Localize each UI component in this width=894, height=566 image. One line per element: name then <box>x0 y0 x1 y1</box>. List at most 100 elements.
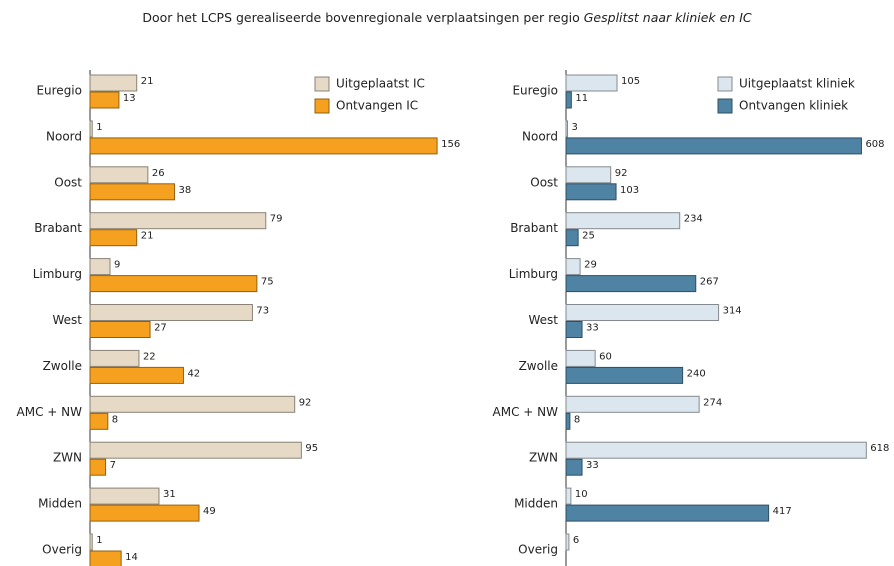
bar <box>89 275 258 293</box>
data-label: 95 <box>305 443 318 454</box>
data-label: 608 <box>865 139 884 150</box>
bar <box>89 395 296 413</box>
data-label: 274 <box>703 397 722 408</box>
category-label: Midden <box>514 497 558 511</box>
data-label: 10 <box>575 489 588 500</box>
legend-label: Uitgeplaatst kliniek <box>739 77 855 91</box>
category-label: Oost <box>54 175 82 189</box>
bar <box>89 137 438 155</box>
bar <box>89 349 140 367</box>
data-label: 33 <box>586 460 599 471</box>
data-label: 31 <box>163 489 176 500</box>
bar <box>565 458 583 476</box>
data-label: 1 <box>96 122 102 133</box>
bar <box>89 183 176 201</box>
bar <box>565 321 583 338</box>
data-label: 92 <box>299 397 312 408</box>
bar <box>565 91 572 109</box>
data-label: 6 <box>573 535 579 546</box>
legend-label: Ontvangen IC <box>336 99 418 113</box>
category-label: AMC + NW <box>17 405 83 419</box>
data-label: 42 <box>187 368 200 379</box>
data-label: 25 <box>582 231 595 242</box>
data-label: 103 <box>620 185 639 196</box>
bar <box>565 412 571 430</box>
data-label: 240 <box>687 368 706 379</box>
data-label: 11 <box>575 93 588 104</box>
bar <box>565 487 572 505</box>
category-label: ZWN <box>53 451 82 465</box>
data-label: 38 <box>179 185 192 196</box>
bar <box>565 504 770 522</box>
title: Door het LCPS gerealiseerde bovenregiona… <box>142 10 579 25</box>
bar <box>89 412 109 430</box>
bar <box>565 229 579 247</box>
bar <box>565 258 581 276</box>
bar <box>89 366 184 384</box>
data-label: 3 <box>572 122 578 133</box>
bar <box>565 533 570 551</box>
category-label: Midden <box>38 497 82 511</box>
bar <box>565 120 568 138</box>
category-label: ZWN <box>529 451 558 465</box>
bar <box>565 166 612 184</box>
category-label: Noord <box>46 129 82 143</box>
data-label: 21 <box>141 231 154 242</box>
data-label: 79 <box>270 214 283 225</box>
bar <box>89 321 151 338</box>
category-label: Brabant <box>510 221 558 235</box>
data-label: 234 <box>684 214 703 225</box>
data-label: 9 <box>114 260 120 271</box>
data-label: 267 <box>700 277 719 288</box>
data-label: 92 <box>615 168 628 179</box>
data-label: 8 <box>112 414 118 425</box>
data-label: 156 <box>441 139 460 150</box>
bar <box>89 504 200 522</box>
data-label: 7 <box>110 460 116 471</box>
bar <box>565 304 720 321</box>
data-label: 14 <box>125 552 138 563</box>
category-label: Brabant <box>34 221 82 235</box>
category-label: West <box>528 313 558 327</box>
category-label: Zwolle <box>519 359 558 373</box>
category-label: Overig <box>42 543 82 557</box>
bar <box>89 441 302 459</box>
data-label: 314 <box>723 306 742 317</box>
bar <box>89 487 160 505</box>
data-label: 417 <box>773 506 792 517</box>
bar <box>565 395 700 413</box>
bar <box>89 120 93 138</box>
bar <box>565 212 681 230</box>
legend-label: Ontvangen kliniek <box>739 99 848 113</box>
category-label: Euregio <box>512 84 558 98</box>
bar <box>565 183 617 201</box>
data-label: 49 <box>203 506 216 517</box>
bar <box>89 229 138 247</box>
page-title: Door het LCPS gerealiseerde bovenregiona… <box>142 10 752 25</box>
data-label: 33 <box>586 323 599 334</box>
legend-swatch <box>314 98 330 114</box>
bar <box>565 275 697 293</box>
legend-swatch <box>314 76 330 92</box>
category-label: Noord <box>522 129 558 143</box>
legend-swatch <box>717 98 733 114</box>
bar <box>89 74 138 92</box>
data-label: 75 <box>261 277 274 288</box>
data-label: 27 <box>154 323 167 334</box>
bar <box>565 441 867 459</box>
data-label: 26 <box>152 168 165 179</box>
data-label: 22 <box>143 351 156 362</box>
category-label: AMC + NW <box>493 405 559 419</box>
data-label: 29 <box>584 260 597 271</box>
bar <box>565 137 862 155</box>
bar <box>89 458 107 476</box>
data-label: 21 <box>141 76 154 87</box>
category-label: Zwolle <box>43 359 82 373</box>
category-label: Oost <box>530 175 558 189</box>
bar <box>565 366 684 384</box>
category-label: Overig <box>518 543 558 557</box>
data-label: 13 <box>123 93 136 104</box>
bar <box>89 550 122 566</box>
data-label: 8 <box>574 414 580 425</box>
bar <box>565 74 618 92</box>
